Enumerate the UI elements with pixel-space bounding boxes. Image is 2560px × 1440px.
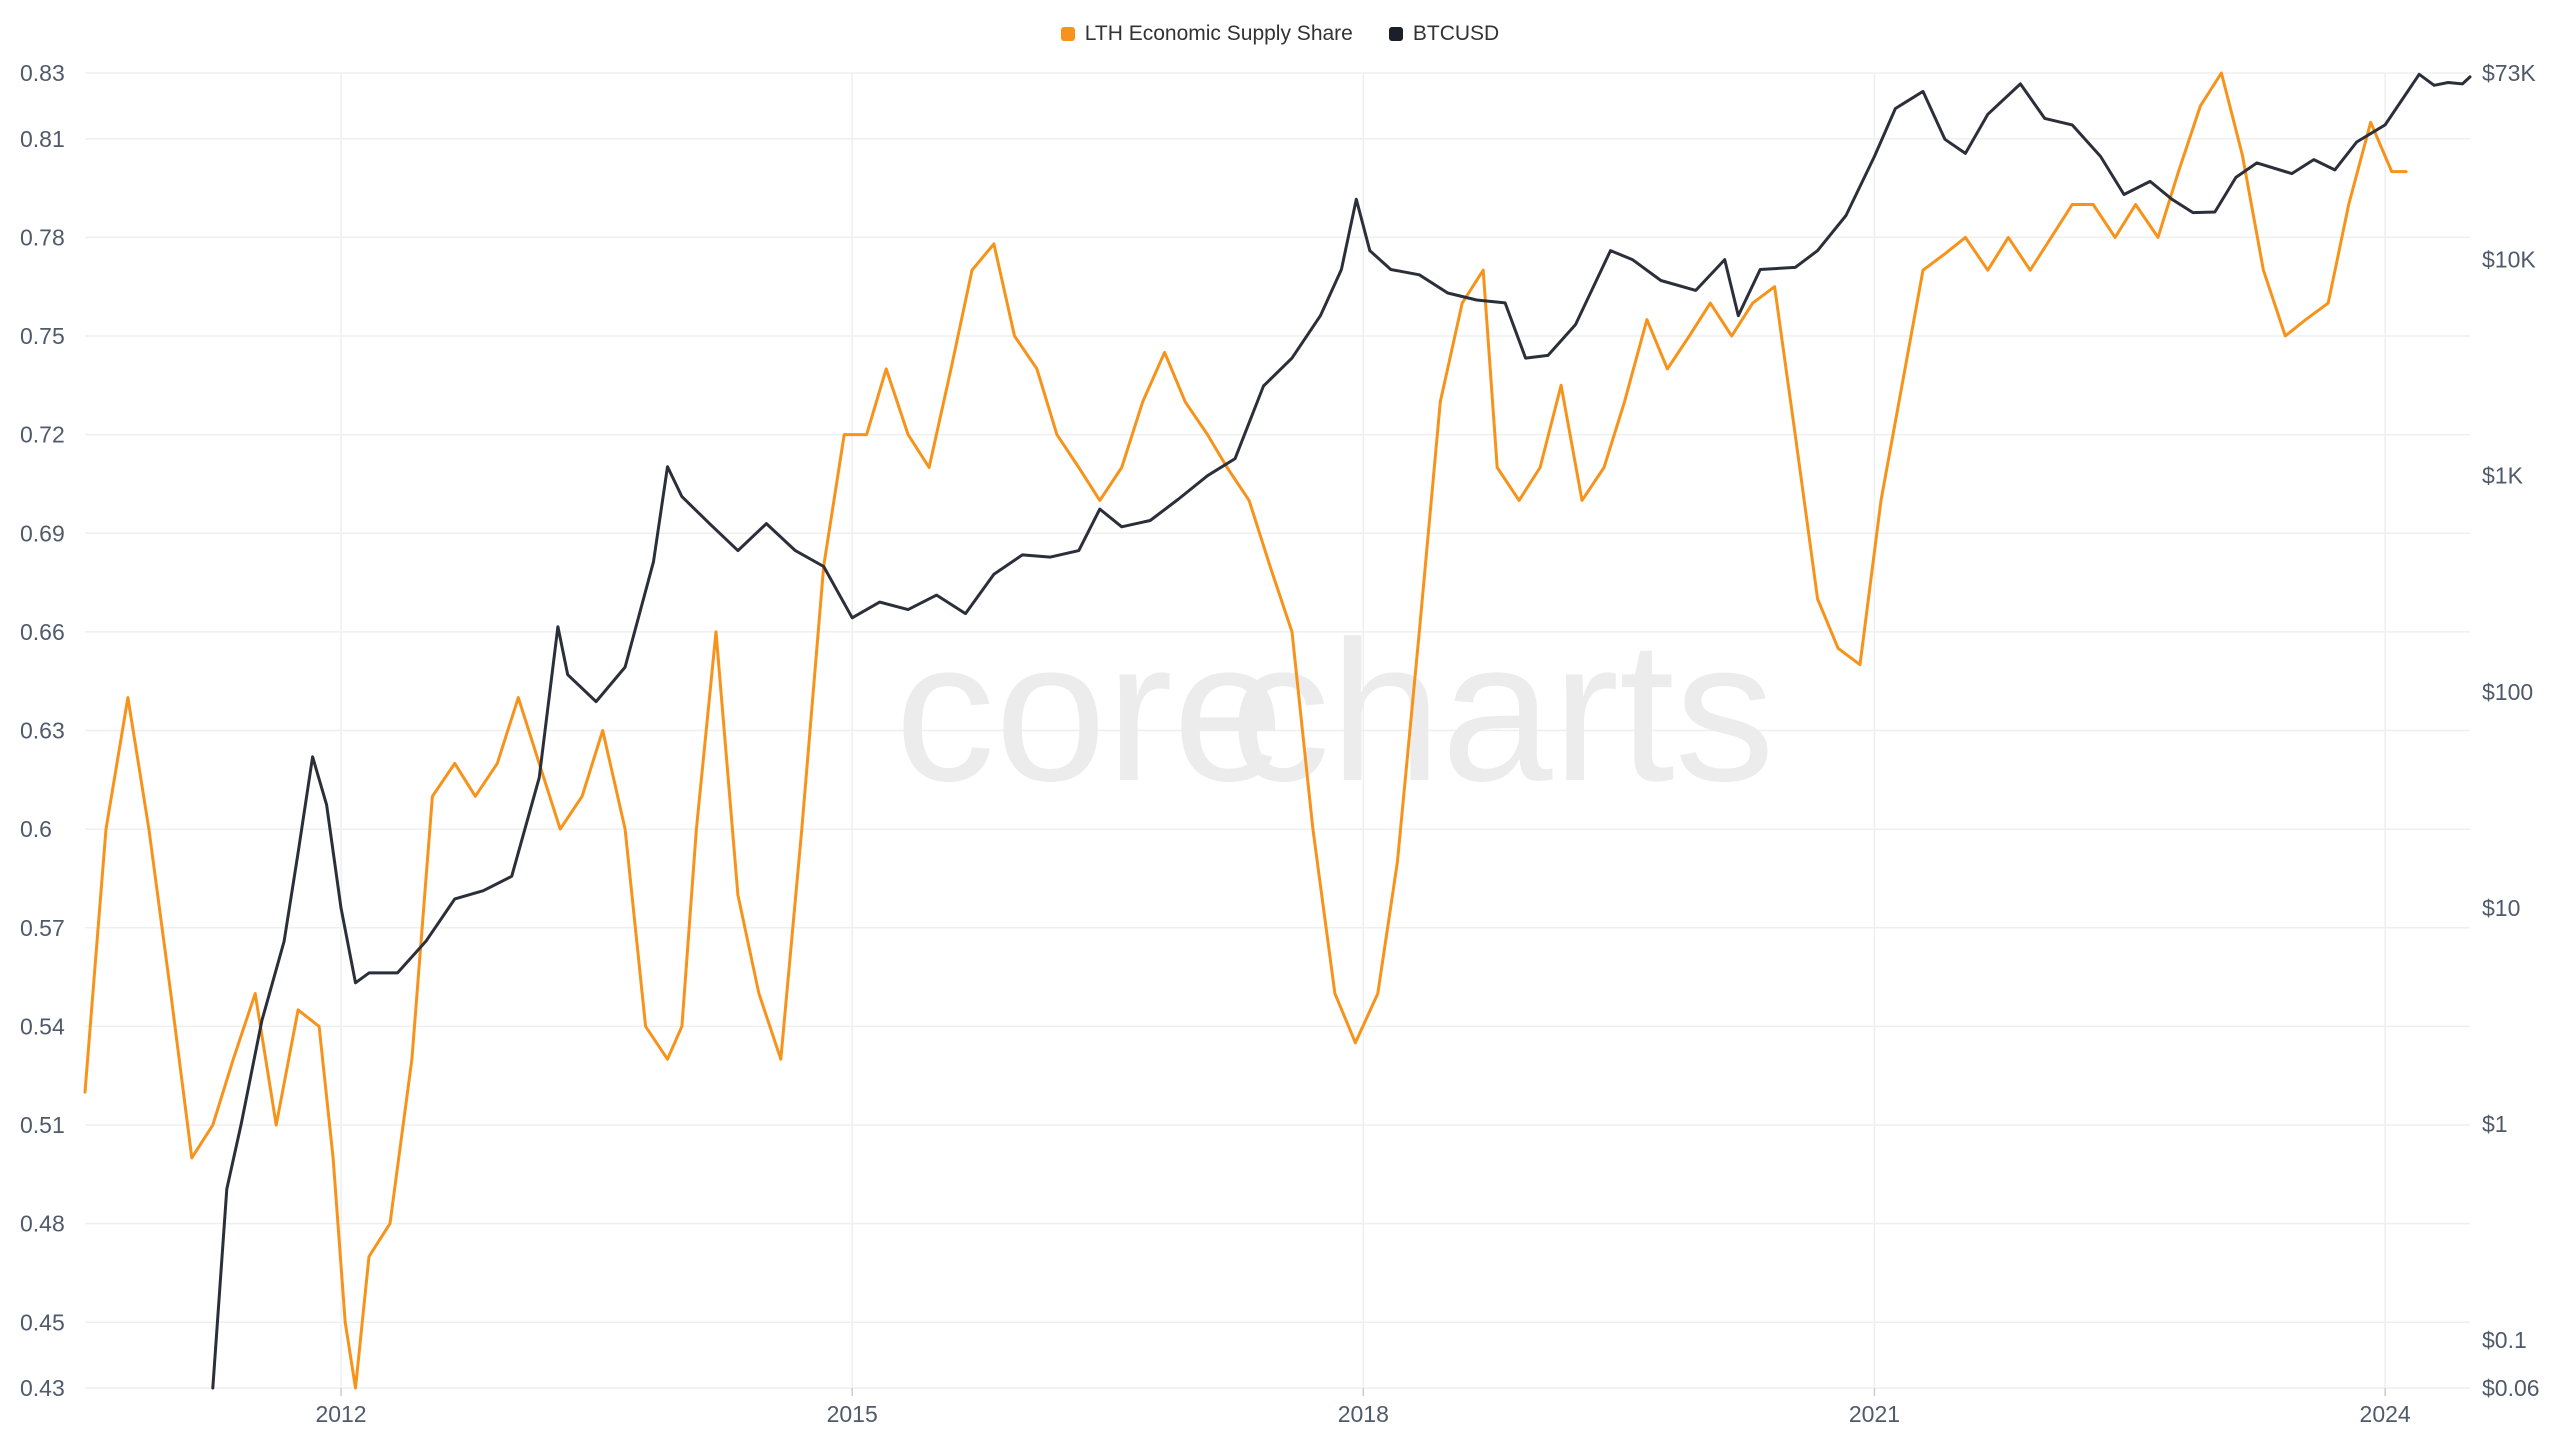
x-tick-label: 2012	[315, 1401, 366, 1427]
y-right-tick-label: $1	[2482, 1111, 2508, 1137]
grid	[85, 72, 2470, 1389]
watermark-core: core	[895, 600, 1284, 823]
y-left-tick-label: 0.72	[20, 422, 65, 448]
y-axis-right: $73K $10K $1K $100 $10 $1 $0.1 $0.06	[2482, 60, 2540, 1401]
y-left-tick-label: 0.51	[20, 1112, 65, 1138]
x-axis: 2012 2015 2018 2021 2024	[315, 1388, 2411, 1427]
legend-swatch-lth	[1060, 27, 1075, 41]
legend-item-btcusd[interactable]: BTCUSD	[1388, 22, 1500, 46]
y-right-tick-label: $1K	[2482, 463, 2524, 489]
y-left-tick-label: 0.78	[20, 224, 65, 250]
y-right-tick-label: $100	[2482, 679, 2533, 705]
series-line-btcusd	[211, 72, 2472, 1390]
x-tick-label: 2018	[1338, 1401, 1389, 1427]
y-axis-left: 0.83 0.81 0.78 0.75 0.72 0.69 0.66 0.63 0.6 0.57 0…	[20, 60, 65, 1401]
y-left-tick-label: 0.66	[20, 619, 65, 645]
series-line-lth-economic-supply-share	[83, 71, 2408, 1390]
y-left-tick-label: 0.45	[20, 1309, 65, 1335]
y-left-tick-label: 0.83	[20, 60, 65, 86]
y-right-tick-label: $10	[2482, 895, 2520, 921]
legend: LTH Economic Supply Share BTCUSD	[0, 22, 2560, 46]
y-left-tick-label: 0.57	[20, 915, 65, 941]
y-left-tick-label: 0.6	[20, 816, 52, 842]
y-right-tick-label: $73K	[2482, 60, 2536, 86]
legend-label-lth: LTH Economic Supply Share	[1084, 22, 1353, 45]
legend-item-lth[interactable]: LTH Economic Supply Share	[1060, 22, 1353, 46]
y-left-tick-label: 0.48	[20, 1211, 65, 1237]
series-group	[83, 71, 2472, 1390]
legend-label-btcusd: BTCUSD	[1412, 22, 1500, 45]
y-right-tick-label: $0.06	[2482, 1375, 2540, 1401]
legend-swatch-btcusd	[1388, 27, 1403, 41]
y-left-tick-label: 0.63	[20, 718, 65, 744]
y-right-tick-label: $10K	[2482, 247, 2536, 273]
watermark-charts: charts	[1230, 600, 1775, 823]
x-tick-label: 2024	[2360, 1401, 2411, 1427]
y-right-tick-label: $0.1	[2482, 1327, 2527, 1353]
x-tick-label: 2021	[1849, 1401, 1900, 1427]
y-left-tick-label: 0.81	[20, 126, 65, 152]
y-left-tick-label: 0.75	[20, 323, 65, 349]
y-left-tick-label: 0.54	[20, 1013, 65, 1039]
x-tick-label: 2015	[827, 1401, 878, 1427]
y-left-tick-label: 0.43	[20, 1375, 65, 1401]
y-left-tick-label: 0.69	[20, 520, 65, 546]
